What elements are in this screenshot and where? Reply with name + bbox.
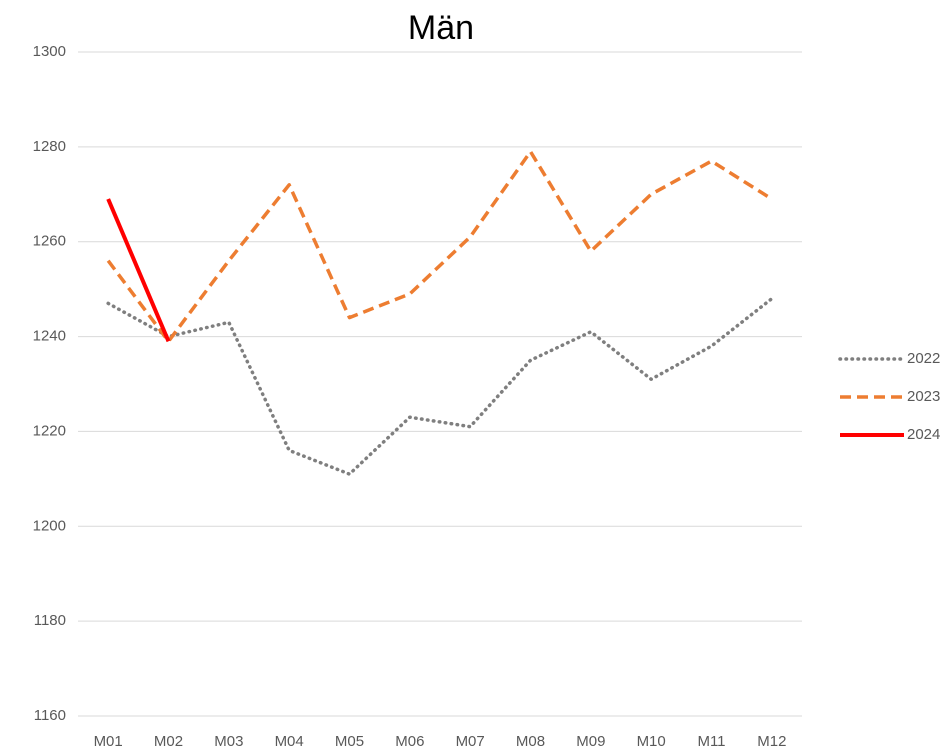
legend-label: 2022 bbox=[907, 350, 940, 367]
y-tick-label: 1200 bbox=[33, 517, 66, 534]
series-line bbox=[106, 149, 773, 344]
x-tick-label: M11 bbox=[697, 733, 725, 750]
legend-label: 2024 bbox=[907, 426, 940, 443]
x-tick-label: M05 bbox=[335, 733, 364, 750]
y-tick-label: 1280 bbox=[33, 138, 66, 155]
x-tick-label: M07 bbox=[456, 733, 485, 750]
x-tick-label: M08 bbox=[516, 733, 545, 750]
x-tick-label: M03 bbox=[214, 733, 243, 750]
x-tick-label: M01 bbox=[94, 733, 123, 750]
series-line bbox=[106, 296, 774, 476]
y-tick-label: 1260 bbox=[33, 233, 66, 250]
y-tick-label: 1300 bbox=[33, 43, 66, 60]
x-tick-label: M10 bbox=[637, 733, 666, 750]
y-tick-label: 1240 bbox=[33, 328, 66, 345]
y-tick-label: 1180 bbox=[34, 612, 66, 629]
x-tick-label: M06 bbox=[395, 733, 424, 750]
chart-title: Män bbox=[408, 9, 474, 47]
series-line bbox=[106, 198, 171, 343]
x-tick-label: M02 bbox=[154, 733, 183, 750]
legend-label: 2023 bbox=[907, 388, 940, 405]
x-tick-label: M04 bbox=[275, 733, 304, 750]
y-tick-label: 1220 bbox=[33, 422, 66, 439]
x-tick-label: M12 bbox=[757, 733, 786, 750]
x-tick-label: M09 bbox=[576, 733, 605, 750]
y-tick-label: 1160 bbox=[34, 707, 66, 724]
